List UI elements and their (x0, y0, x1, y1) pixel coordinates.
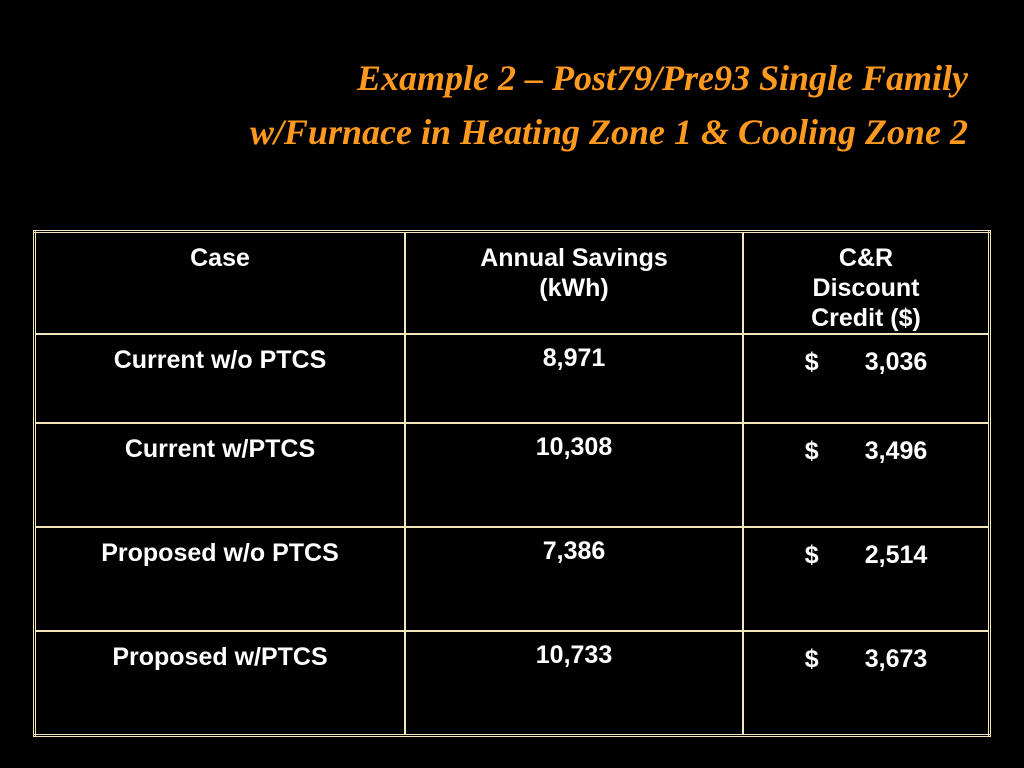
credit-amount: 3,496 (864, 437, 928, 465)
currency-symbol: $ (804, 437, 819, 465)
case-cell: Current w/o PTCS (33, 333, 406, 424)
credit-cell: $3,673 (742, 630, 991, 737)
credit-amount: 3,673 (864, 645, 928, 673)
table-row: Current w/PTCS 10,308 $3,496 (33, 422, 991, 528)
currency-symbol: $ (804, 348, 819, 376)
table: Case Annual Savings (kWh) C&R Discount C… (33, 230, 991, 737)
currency-symbol: $ (804, 541, 819, 569)
table-row: Proposed w/PTCS 10,733 $3,673 (33, 630, 991, 737)
header-cell: Annual Savings (kWh) (404, 230, 744, 335)
case-cell: Current w/PTCS (33, 422, 406, 528)
credit-cell: $2,514 (742, 526, 991, 632)
credit-cell: $3,036 (742, 333, 991, 424)
savings-cell: 8,971 (404, 333, 744, 424)
credit-amount: 2,514 (864, 541, 928, 569)
table-row: Current w/o PTCS 8,971 $3,036 (33, 333, 991, 424)
case-cell: Proposed w/o PTCS (33, 526, 406, 632)
table-row: Proposed w/o PTCS 7,386 $2,514 (33, 526, 991, 632)
savings-cell: 7,386 (404, 526, 744, 632)
case-cell: Proposed w/PTCS (33, 630, 406, 737)
header-cell: Case (33, 230, 406, 335)
header-cell: C&R Discount Credit ($) (742, 230, 991, 335)
currency-symbol: $ (804, 645, 819, 673)
credit-amount: 3,036 (864, 348, 928, 376)
title-line: Example 2 – Post79/Pre93 Single Family (357, 58, 968, 98)
title-line: w/Furnace in Heating Zone 1 & Cooling Zo… (249, 112, 968, 152)
credit-cell: $3,496 (742, 422, 991, 528)
savings-cell: 10,308 (404, 422, 744, 528)
savings-cell: 10,733 (404, 630, 744, 737)
header-row: Case Annual Savings (kWh) C&R Discount C… (33, 230, 991, 335)
